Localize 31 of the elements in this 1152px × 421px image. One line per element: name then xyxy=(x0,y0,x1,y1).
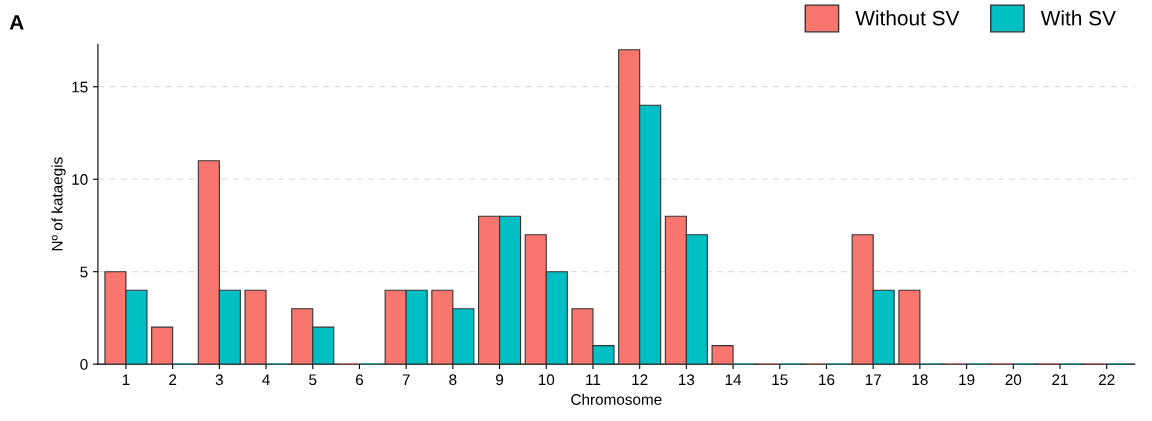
y-axis-title: Nº of kataegis xyxy=(51,157,66,251)
x-tick-label: 21 xyxy=(1052,374,1068,385)
x-tick-label: 6 xyxy=(355,374,364,386)
x-tick-label: 3 xyxy=(215,374,223,386)
x-tick-label: 4 xyxy=(262,374,270,385)
x-tick-label: 15 xyxy=(772,374,788,386)
x-tick-label: 2 xyxy=(169,374,177,385)
x-axis-title: Chromosome xyxy=(571,393,662,405)
x-tick-label: 19 xyxy=(959,374,975,386)
y-tick-label: 10 xyxy=(72,174,88,185)
x-tick-label: 10 xyxy=(538,374,555,386)
x-tick-label: 8 xyxy=(449,374,457,386)
x-tick-label: 7 xyxy=(402,374,410,385)
x-tick-label: 14 xyxy=(725,374,742,385)
x-tick-label: 16 xyxy=(819,374,835,386)
x-tick-label: 1 xyxy=(122,374,130,385)
y-tick-label: 0 xyxy=(80,359,88,370)
x-tick-label: 18 xyxy=(912,374,928,386)
text: A xyxy=(9,15,24,30)
x-tick-label: 12 xyxy=(632,374,648,385)
x-tick-label: 17 xyxy=(865,374,881,385)
x-tick-label: 22 xyxy=(1098,374,1115,385)
x-tick-label: 11 xyxy=(586,374,601,385)
y-tick-label: 5 xyxy=(80,266,88,278)
legend-label: Without SV xyxy=(855,10,960,26)
x-tick-label: 20 xyxy=(1005,374,1022,386)
x-tick-label: 13 xyxy=(679,374,695,386)
legend-label: With SV xyxy=(1040,10,1116,26)
x-tick-label: 9 xyxy=(496,374,504,386)
y-tick-label: 15 xyxy=(72,81,88,93)
x-tick-label: 5 xyxy=(309,374,317,386)
